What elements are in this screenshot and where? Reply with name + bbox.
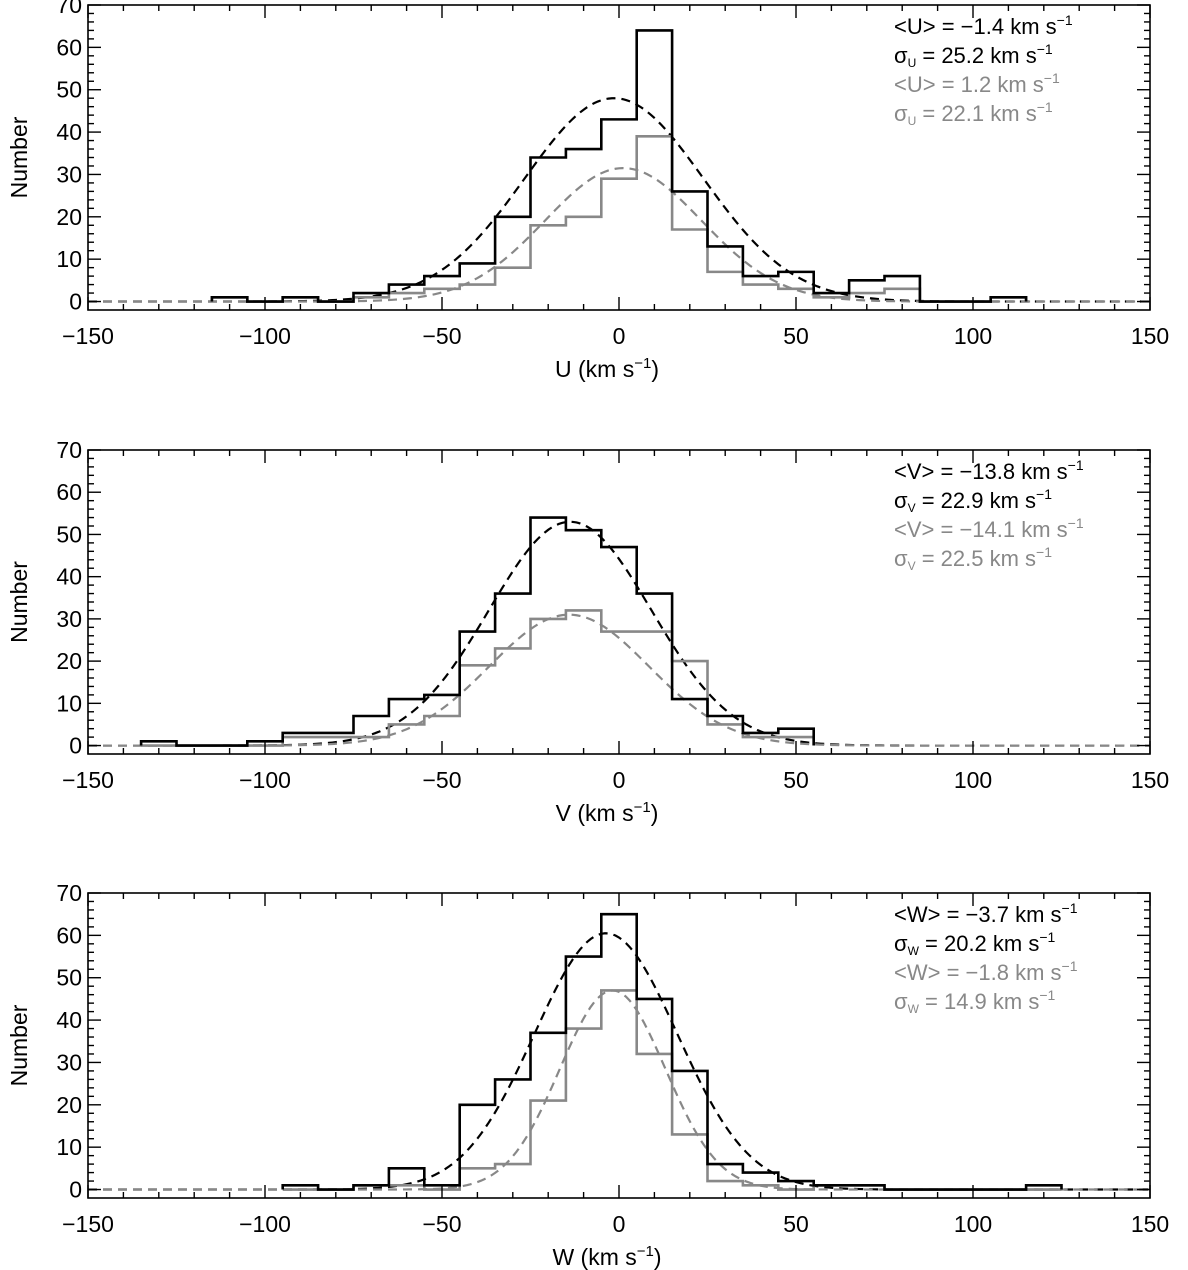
x-tick-label: 50 [783, 767, 809, 793]
stats-annotation-2: σV = 22.9 km s−1 [894, 486, 1052, 515]
stats-annotation-1: <U> = −1.4 km s−1 [894, 12, 1073, 39]
y-tick-label: 70 [56, 0, 82, 18]
y-axis-label: Number [6, 561, 32, 643]
x-tick-label: 150 [1131, 323, 1169, 349]
x-tick-label: 100 [954, 767, 992, 793]
y-tick-label: 30 [56, 1049, 82, 1075]
y-tick-label: 70 [56, 437, 82, 463]
x-tick-label: −100 [239, 323, 291, 349]
histogram-series-1 [281, 912, 1063, 1191]
x-tick-label: −50 [422, 323, 461, 349]
stats-annotation-2: σU = 25.2 km s−1 [894, 41, 1053, 70]
panel-3: −150 −100 −50 0 50 100 150 0 10 20 30 40 50 60 70 W (km… [6, 880, 1169, 1270]
x-tick-label: 50 [783, 1211, 809, 1237]
y-tick-label: 10 [56, 690, 82, 716]
gaussian-fit-2 [88, 166, 1150, 303]
y-tick-label: 60 [56, 922, 82, 948]
x-tick-label: 150 [1131, 1211, 1169, 1237]
gaussian-fit-2 [88, 613, 1150, 747]
y-tick-label: 30 [56, 606, 82, 632]
stats-annotation-2: σW = 20.2 km s−1 [894, 929, 1056, 958]
x-tick-label: −50 [422, 767, 461, 793]
y-tick-label: 30 [56, 161, 82, 187]
stats-annotation-3: <U> = 1.2 km s−1 [894, 70, 1060, 97]
y-axis-label: Number [6, 116, 32, 198]
x-tick-label: −50 [422, 1211, 461, 1237]
y-axis-label: Number [6, 1004, 32, 1086]
y-tick-label: 70 [56, 880, 82, 906]
y-tick-label: 50 [56, 965, 82, 991]
x-tick-label: 0 [613, 1211, 626, 1237]
y-tick-label: 0 [69, 733, 82, 759]
y-tick-label: 50 [56, 77, 82, 103]
y-tick-label: 60 [56, 479, 82, 505]
x-axis-label: U (km s−1) [555, 355, 659, 382]
y-tick-label: 20 [56, 204, 82, 230]
histogram-series-1 [139, 516, 815, 747]
x-tick-label: 100 [954, 323, 992, 349]
y-tick-label: 40 [56, 564, 82, 590]
x-tick-label: 0 [613, 767, 626, 793]
stats-annotation-3: <V> = −14.1 km s−1 [894, 515, 1084, 542]
stats-annotation-4: σW = 14.9 km s−1 [894, 987, 1056, 1016]
stats-annotation-1: <V> = −13.8 km s−1 [894, 457, 1084, 484]
gaussian-fit-2 [88, 989, 1150, 1191]
y-tick-label: 40 [56, 119, 82, 145]
x-tick-label: −150 [62, 767, 114, 793]
x-axis-label: V (km s−1) [556, 799, 659, 826]
y-tick-label: 10 [56, 246, 82, 272]
stats-annotation-3: <W> = −1.8 km s−1 [894, 958, 1078, 985]
y-tick-label: 20 [56, 648, 82, 674]
x-tick-label: −150 [62, 1211, 114, 1237]
x-axis-label: W (km s−1) [552, 1243, 661, 1270]
x-tick-label: 50 [783, 323, 809, 349]
x-tick-label: 150 [1131, 767, 1169, 793]
x-tick-label: −150 [62, 323, 114, 349]
x-tick-label: −100 [239, 1211, 291, 1237]
histogram-series-1 [210, 29, 1028, 303]
panel-2: −150 −100 −50 0 50 100 150 0 10 20 30 40 50 60 70 V (km… [6, 437, 1169, 826]
x-tick-label: 0 [613, 323, 626, 349]
y-tick-label: 0 [69, 289, 82, 315]
y-tick-label: 20 [56, 1092, 82, 1118]
y-tick-label: 40 [56, 1007, 82, 1033]
y-tick-label: 0 [69, 1177, 82, 1203]
stats-annotation-4: σV = 22.5 km s−1 [894, 544, 1052, 573]
y-tick-label: 60 [56, 34, 82, 60]
x-tick-label: 100 [954, 1211, 992, 1237]
y-tick-label: 10 [56, 1134, 82, 1160]
stats-annotation-1: <W> = −3.7 km s−1 [894, 900, 1078, 927]
y-tick-label: 50 [56, 521, 82, 547]
gaussian-fit-1 [88, 932, 1150, 1191]
x-tick-label: −100 [239, 767, 291, 793]
stats-annotation-4: σU = 22.1 km s−1 [894, 99, 1053, 128]
gaussian-fit-1 [88, 97, 1150, 303]
panel-1: −150 −100 −50 0 50 100 150 0 10 20 30 40 50 60 70 U (km… [6, 0, 1169, 382]
